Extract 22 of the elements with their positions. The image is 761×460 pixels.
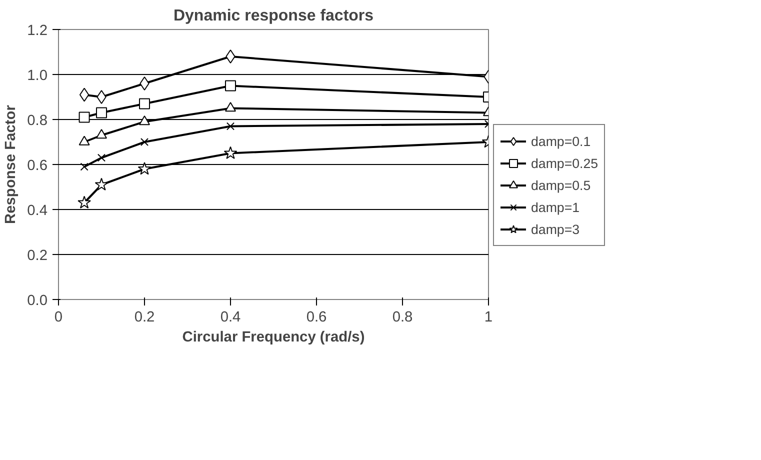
y-tick-label: 0.4 xyxy=(27,203,48,219)
y-tick-label: 1.2 xyxy=(27,23,48,39)
x-tick-label: 0.6 xyxy=(306,310,327,326)
legend-label: damp=3 xyxy=(531,222,580,236)
x-tick-label: 0.8 xyxy=(392,310,413,326)
x-tick-label: 1 xyxy=(484,310,493,326)
legend-label: damp=0.5 xyxy=(531,178,591,192)
y-tick-label: 0.8 xyxy=(27,113,48,129)
y-tick-label: 0.0 xyxy=(27,293,48,309)
legend-label: damp=0.25 xyxy=(531,156,598,170)
x-tick-label: 0 xyxy=(54,310,63,326)
x-axis-title: Circular Frequency (rad/s) xyxy=(182,330,365,346)
y-tick-label: 0.2 xyxy=(27,248,48,264)
y-axis-title: Response Factor xyxy=(3,104,20,224)
chart-title: Dynamic response factors xyxy=(173,8,374,24)
legend-label: damp=1 xyxy=(531,200,580,214)
y-tick-label: 1.0 xyxy=(27,68,48,84)
point xyxy=(226,50,236,64)
x-tick-label: 0.4 xyxy=(220,310,241,326)
legend-label: damp=0.1 xyxy=(531,134,591,148)
y-tick-label: 0.6 xyxy=(27,158,48,174)
x-tick-label: 0.2 xyxy=(134,310,155,326)
